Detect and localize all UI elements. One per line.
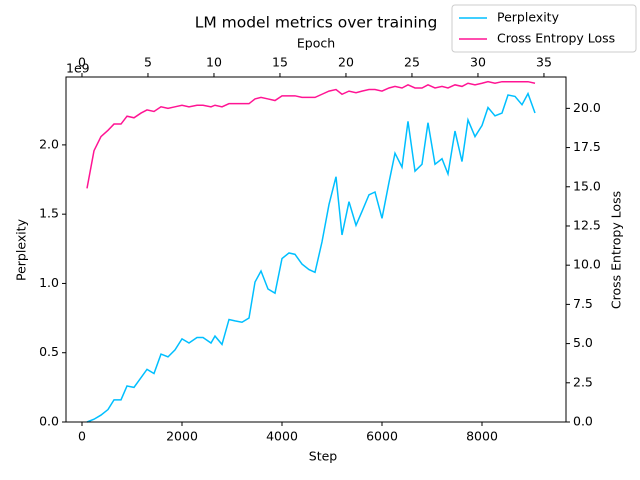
y2-tick-label: 5.0 (573, 335, 593, 350)
legend-label: Cross Entropy Loss (497, 31, 615, 46)
y2-tick-label: 10.0 (573, 257, 601, 272)
y-tick-label: 0.5 (39, 344, 59, 359)
y2-axis-label: Cross Entropy Loss (609, 191, 624, 309)
y-tick-label: 1.5 (39, 206, 59, 221)
y2-tick-label: 2.5 (573, 374, 593, 389)
y-axis-label: Perplexity (14, 218, 29, 281)
x2-tick-label: 15 (272, 55, 288, 70)
x2-tick-label: 0 (78, 55, 86, 70)
legend-box (451, 4, 637, 53)
axes-frame (65, 76, 567, 423)
y-tick-label: 1.0 (39, 275, 59, 290)
x2-tick-label: 5 (144, 55, 152, 70)
y2-tick-label: 0.0 (573, 414, 593, 429)
y2-tick-label: 12.5 (573, 217, 601, 232)
x-tick-label: 4000 (266, 429, 298, 444)
y2-tick-label: 20.0 (573, 100, 601, 115)
x-tick-label: 2000 (166, 429, 198, 444)
x2-tick-label: 35 (536, 55, 552, 70)
x-tick-label: 8000 (466, 429, 498, 444)
series-line (86, 80, 536, 189)
y-offset-label: 1e9 (66, 61, 90, 76)
y2-tick-label: 17.5 (573, 139, 601, 154)
x2-axis-label: Epoch (297, 36, 335, 51)
y2-tick-label: 7.5 (573, 296, 593, 311)
y-tick-label: 2.0 (39, 136, 59, 151)
x2-tick-label: 25 (404, 55, 420, 70)
x-tick-label: 0 (78, 429, 86, 444)
y2-tick-label: 15.0 (573, 178, 601, 193)
x2-tick-label: 20 (338, 55, 354, 70)
x-tick-label: 6000 (366, 429, 398, 444)
series-line (86, 91, 536, 423)
x2-tick-label: 30 (470, 55, 486, 70)
y-tick-label: 0.0 (39, 414, 59, 429)
chart-title: LM model metrics over training (195, 14, 438, 32)
x2-tick-label: 10 (206, 55, 222, 70)
legend-label: Perplexity (497, 10, 560, 25)
x-axis-label: Step (309, 449, 338, 464)
